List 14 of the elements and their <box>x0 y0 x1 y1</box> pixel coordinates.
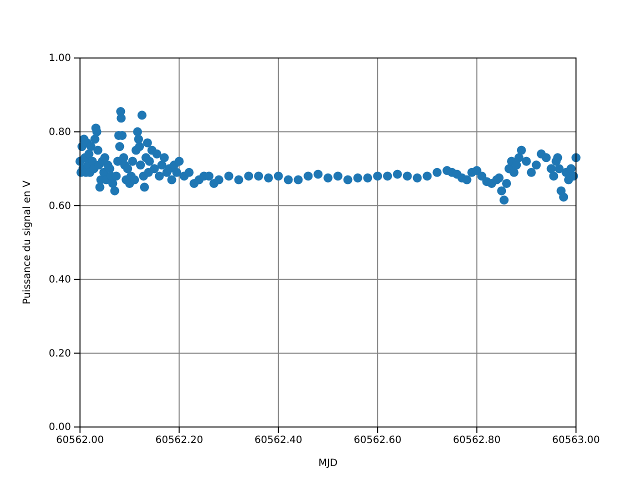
y-tick-label: 0.20 <box>48 348 71 360</box>
y-tick-label: 0.80 <box>48 127 71 138</box>
y-tick-label: 0.40 <box>48 274 71 286</box>
x-tick-label: 60562.40 <box>254 435 302 446</box>
y-tick-label: 0.00 <box>48 422 71 434</box>
y-tick-label: 0.60 <box>48 200 71 212</box>
x-tick-label: 60562.60 <box>354 435 402 446</box>
x-axis-title: MJD <box>318 458 338 469</box>
x-tick-label: 60562.00 <box>56 435 104 446</box>
y-axis-title: Puissance du signal en V <box>22 180 33 304</box>
x-tick-label: 60562.80 <box>452 435 501 446</box>
x-tick-label: 60562.20 <box>155 435 204 446</box>
x-tick-label: 60563.00 <box>552 435 600 446</box>
y-tick-label: 1.00 <box>48 53 71 64</box>
